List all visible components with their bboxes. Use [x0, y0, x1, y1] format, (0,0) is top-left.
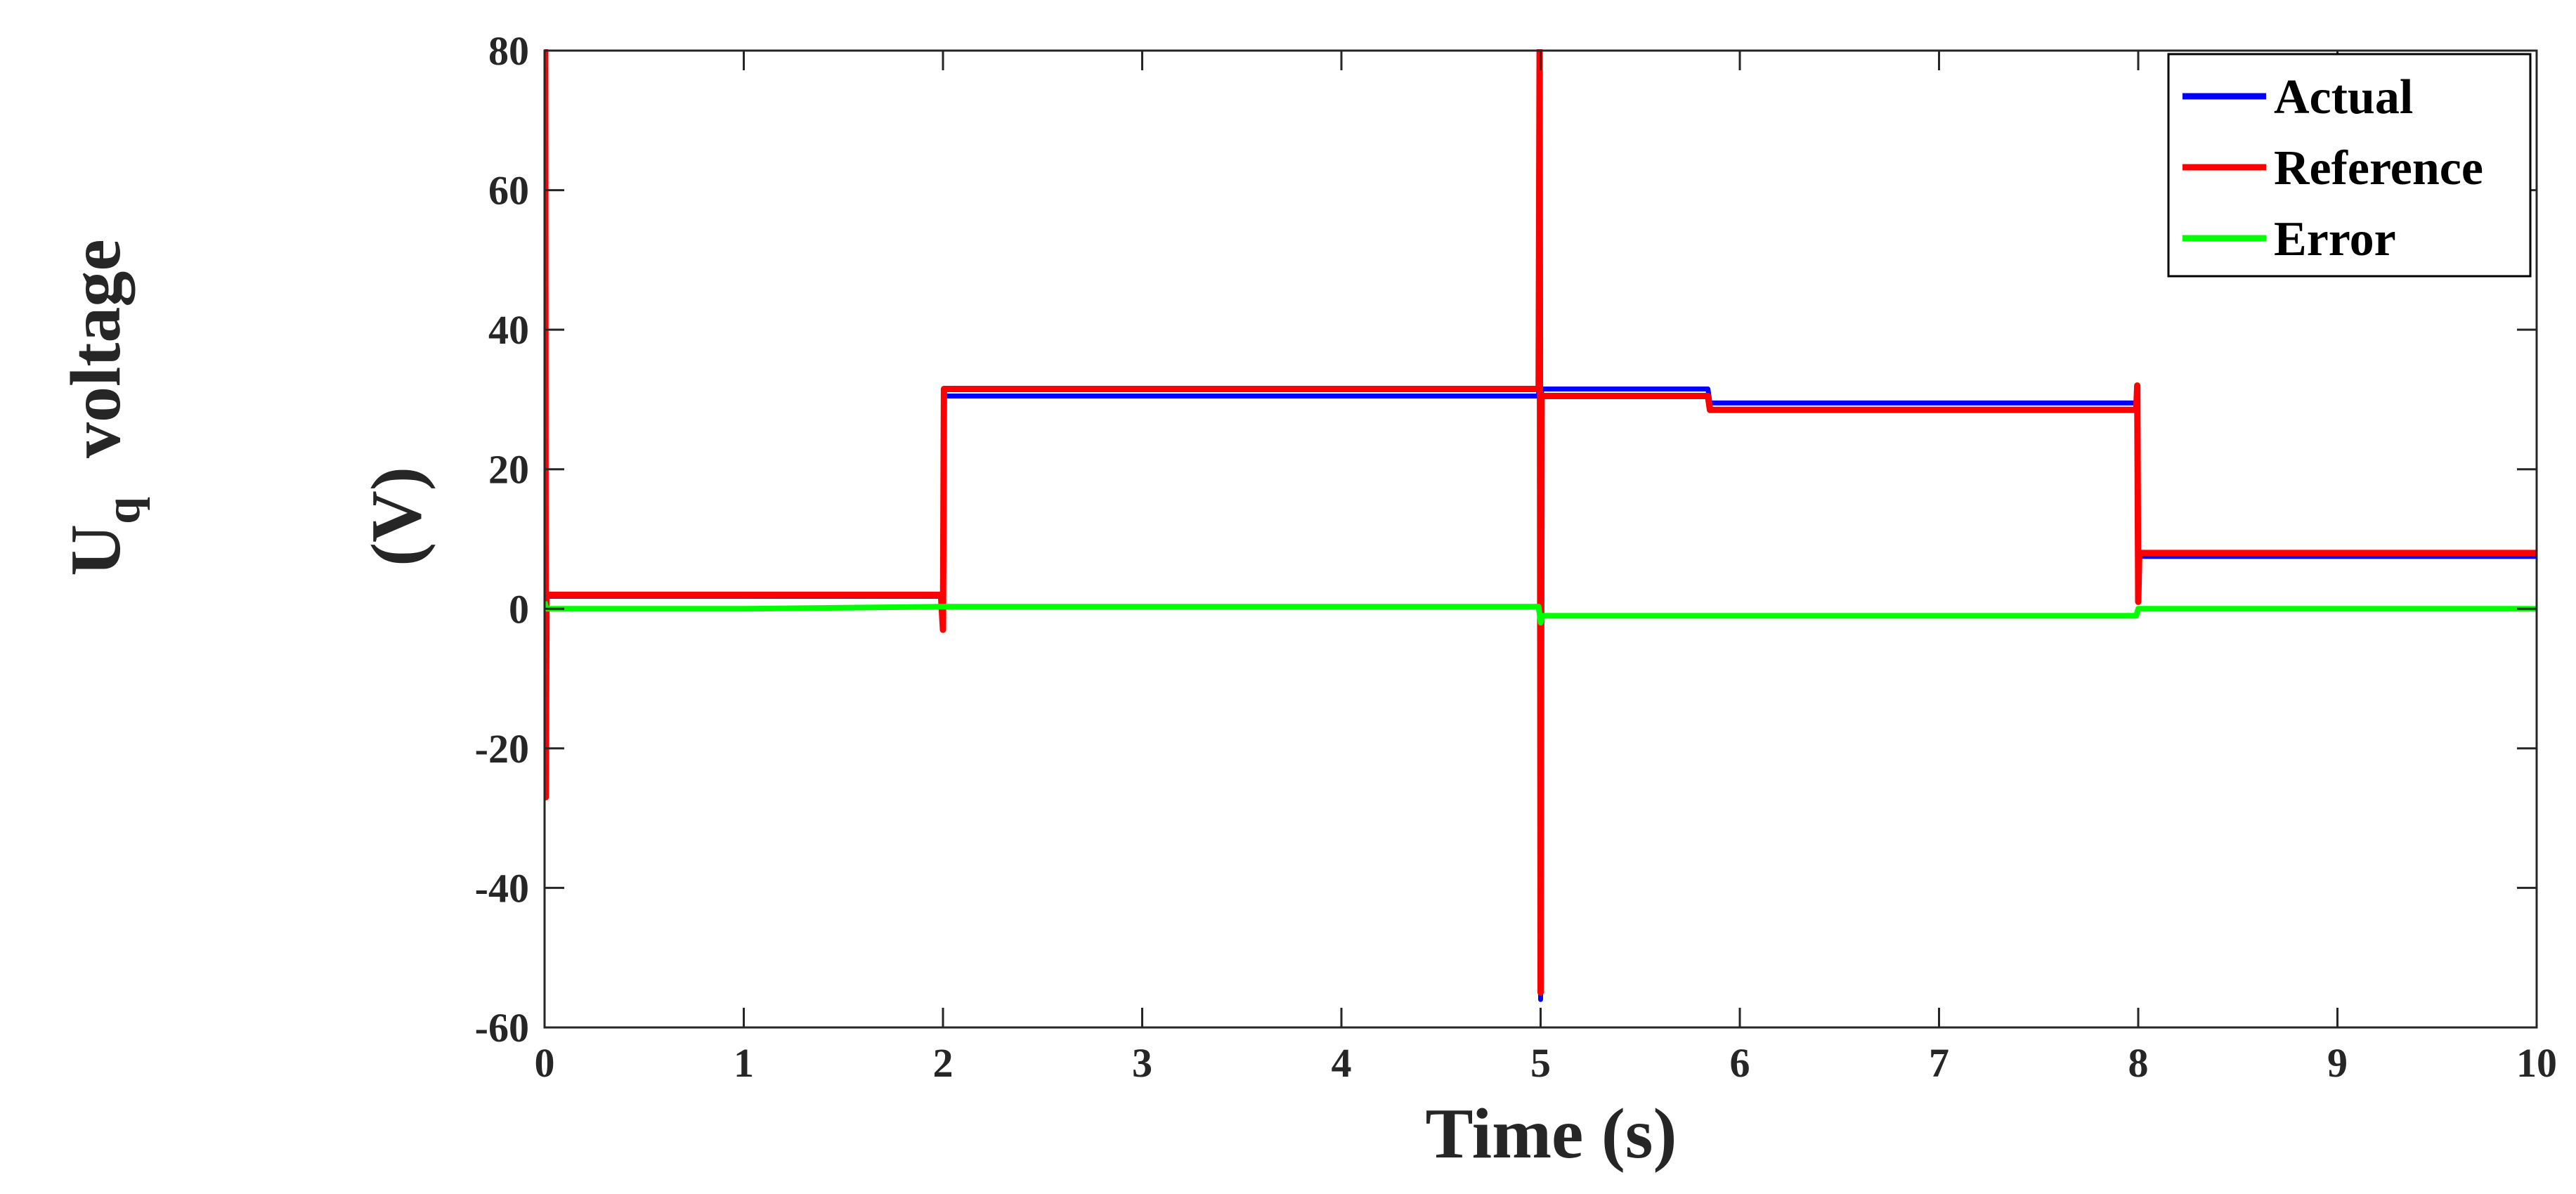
y-tick-label: 0: [509, 586, 529, 632]
y-axis: -60 -40 -20 0 20 40 60 80: [475, 28, 2537, 1051]
y-axis-title: Uq voltage: [56, 239, 150, 576]
x-tick-label: 6: [1730, 1040, 1750, 1086]
x-axis: 0 1 2 3 4 5 6 7 8 9 10: [535, 51, 2557, 1086]
x-tick-label: 7: [1929, 1040, 1949, 1086]
x-tick-label: 0: [535, 1040, 555, 1086]
y-axis-unit-text: (V): [357, 467, 436, 566]
x-tick-label: 9: [2327, 1040, 2348, 1086]
y-tick-label: 20: [488, 447, 529, 493]
series-layer: [545, 49, 2537, 1002]
y-axis-title-subscript: q: [96, 497, 150, 524]
x-tick-label: 2: [933, 1040, 954, 1086]
y-tick-label: -40: [475, 865, 529, 911]
y-axis-unit: (V): [357, 467, 436, 566]
x-tick-label: 3: [1132, 1040, 1152, 1086]
x-tick-label: 5: [1530, 1040, 1551, 1086]
legend-label-reference: Reference: [2274, 141, 2483, 195]
x-tick-label: 1: [734, 1040, 754, 1086]
x-tick-label: 4: [1332, 1040, 1352, 1086]
y-axis-title-word: voltage: [56, 239, 136, 458]
x-tick-label: 8: [2128, 1040, 2149, 1086]
y-axis-title-base: U: [56, 524, 136, 576]
y-axis-title-text: Uq voltage: [56, 239, 150, 576]
series-line-reference: [545, 49, 2537, 996]
y-tick-label: 40: [488, 307, 529, 353]
y-tick-label: 60: [488, 168, 529, 214]
legend-label-actual: Actual: [2274, 70, 2413, 124]
y-tick-label: -60: [475, 1005, 529, 1051]
y-tick-label: 80: [488, 28, 529, 74]
y-tick-label: -20: [475, 726, 529, 772]
x-tick-label: 10: [2516, 1040, 2557, 1086]
series-line-error: [545, 601, 2537, 626]
x-axis-title: Time (s): [1426, 1094, 1677, 1174]
legend: Actual Reference Error: [2167, 53, 2532, 278]
legend-label-error: Error: [2274, 212, 2396, 266]
